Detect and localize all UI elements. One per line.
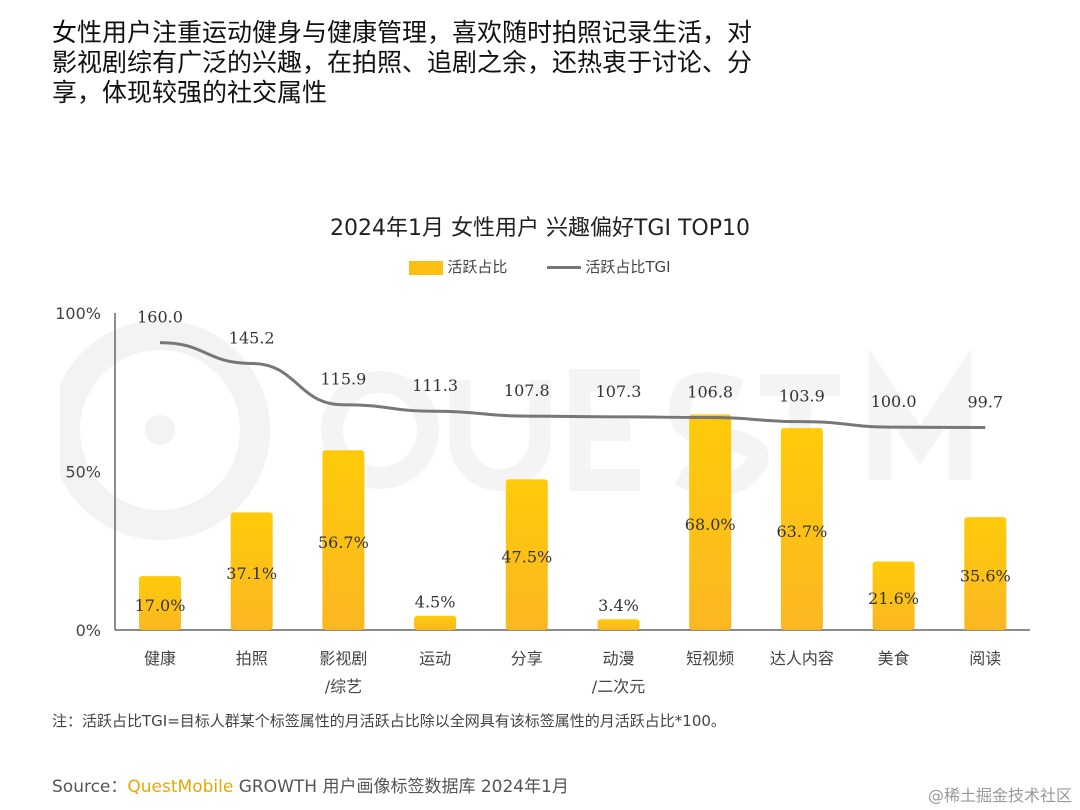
- bar-value-label: 68.0%: [685, 515, 736, 534]
- y-tick-label: 0%: [76, 621, 101, 640]
- bar: [780, 428, 823, 630]
- x-tick-label: 达人内容: [770, 649, 834, 668]
- footnote: 注：活跃占比TGI=目标人群某个标签属性的月活跃占比除以全网具有该标签属性的月活…: [52, 712, 726, 730]
- chart-title: 2024年1月 女性用户 兴趣偏好TGI TOP10: [330, 216, 750, 241]
- y-tick-label: 100%: [55, 304, 101, 323]
- line-value-label: 99.7: [967, 393, 1003, 412]
- legend-item-line: 活跃占比TGI: [547, 256, 671, 277]
- line-swatch: [547, 266, 582, 269]
- source-brand: QuestMobile: [127, 777, 234, 797]
- headline-line: 女性用户注重运动健身与健康管理，喜欢随时拍照记录生活，对: [52, 18, 753, 47]
- x-tick-label: 拍照: [236, 649, 268, 668]
- line-value-label: 103.9: [779, 387, 825, 406]
- tgi-line: [159, 341, 986, 430]
- bar: [689, 414, 732, 630]
- bar: [964, 517, 1007, 630]
- legend-label: 活跃占比TGI: [585, 258, 671, 276]
- headline-line: 影视剧综有广泛的兴趣，在拍照、追剧之余，还热衷于讨论、分: [52, 48, 753, 77]
- bar: [414, 615, 457, 630]
- line-value-label: 107.8: [504, 381, 550, 400]
- legend-label: 活跃占比: [447, 258, 508, 276]
- x-tick-label: 阅读: [969, 649, 1001, 668]
- x-tick-label: /综艺: [325, 677, 362, 696]
- y-tick-label: 50%: [65, 463, 101, 482]
- bar-value-label: 4.5%: [415, 593, 456, 612]
- bar-value-label: 37.1%: [226, 564, 277, 583]
- line-value-label: 145.2: [229, 328, 275, 347]
- x-tick-label: 动漫: [602, 649, 634, 668]
- headline-line: 享，体现较强的社交属性: [52, 78, 328, 107]
- bar-value-label: 63.7%: [776, 522, 827, 541]
- bar: [322, 450, 365, 630]
- legend-item-bar: 活跃占比: [409, 256, 507, 277]
- source: Source：QuestMobile GROWTH 用户画像标签数据库 2024…: [52, 772, 569, 797]
- x-tick-label: 影视剧: [319, 649, 367, 668]
- line-value-label: 106.8: [687, 383, 733, 402]
- bar-value-label: 17.0%: [135, 596, 186, 615]
- bar: [230, 512, 273, 630]
- bar-value-label: 21.6%: [868, 589, 919, 608]
- bar: [505, 479, 548, 630]
- source-rest: GROWTH 用户画像标签数据库 2024年1月: [233, 777, 569, 797]
- x-tick-label: 分享: [511, 649, 543, 668]
- line-value-label: 115.9: [320, 370, 366, 389]
- line-value-label: 111.3: [412, 376, 458, 395]
- bar: [139, 576, 181, 630]
- x-tick-label: 短视频: [686, 649, 734, 668]
- bar-value-label: 3.4%: [598, 596, 639, 615]
- bar: [872, 561, 915, 630]
- line-value-label: 107.3: [596, 382, 642, 401]
- headline: 女性用户注重运动健身与健康管理，喜欢随时拍照记录生活，对 影视剧综有广泛的兴趣，…: [52, 18, 852, 108]
- x-tick-label: /二次元: [592, 677, 645, 696]
- x-tick-label: 健康: [144, 649, 176, 668]
- x-tick-label: 美食: [878, 649, 910, 668]
- line-value-label: 100.0: [871, 392, 917, 411]
- x-tick-label: 运动: [419, 649, 451, 668]
- line-value-label: 160.0: [137, 308, 183, 327]
- legend: 活跃占比 活跃占比TGI: [0, 256, 1080, 277]
- bar: [597, 619, 640, 630]
- source-prefix: Source：: [52, 777, 128, 797]
- bar-value-label: 47.5%: [501, 548, 552, 567]
- bar-swatch: [409, 260, 444, 275]
- bar-value-label: 35.6%: [960, 567, 1011, 586]
- platform-watermark: @稀土掘金技术社区: [927, 786, 1072, 805]
- bar-value-label: 56.7%: [318, 533, 369, 552]
